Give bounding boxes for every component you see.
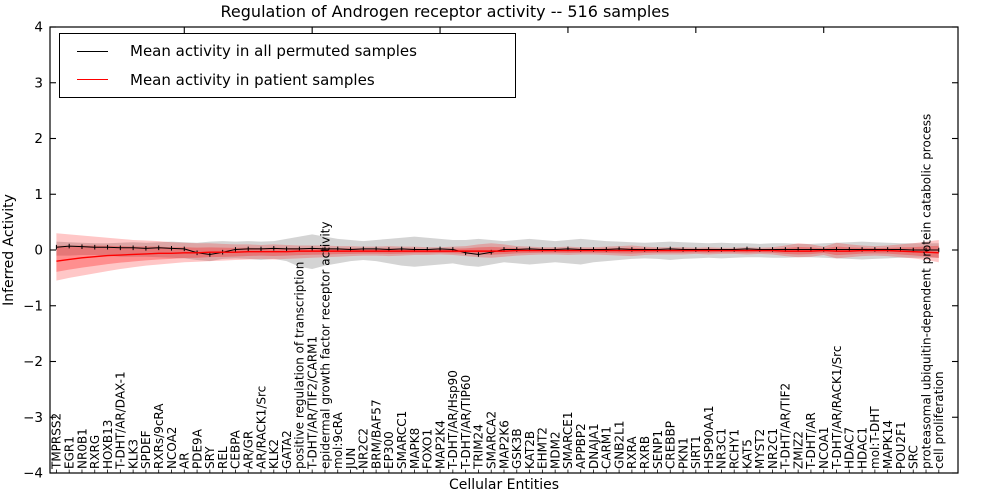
legend-item-permuted: Mean activity in all permuted samples — [60, 42, 515, 60]
x-tick-label: PDE9A — [190, 428, 204, 469]
x-tick-label: CARM1 — [600, 426, 614, 469]
x-tick-label: GNB2L1 — [612, 421, 626, 469]
x-tick-label: SRY — [203, 446, 217, 469]
x-tick-label: RXRG — [88, 435, 102, 469]
x-tick-label: APPBP2 — [574, 423, 588, 469]
legend-label-permuted: Mean activity in all permuted samples — [130, 42, 417, 61]
x-tick-label: HOXB13 — [101, 420, 115, 469]
x-tick-label: POU2F1 — [894, 421, 908, 469]
x-tick-label: proteasomal ubiquitin-dependent protein … — [919, 114, 933, 469]
x-tick-label: MYST2 — [753, 429, 767, 469]
x-tick-label: SMARCE1 — [561, 411, 575, 469]
x-tick-label: CREBBP — [664, 421, 678, 469]
legend-item-patient: Mean activity in patient samples — [60, 71, 515, 89]
x-tick-label: RCHY1 — [727, 429, 741, 469]
x-tick-label: MDM2 — [548, 431, 562, 469]
x-tick-label: HSP90AA1 — [702, 405, 716, 469]
x-tick-label: RXRs/9cRA — [152, 403, 166, 469]
x-tick-label: EGR1 — [62, 436, 76, 469]
x-tick-label: positive regulation of transcription — [293, 262, 307, 469]
x-tick-label: NCOA1 — [817, 427, 831, 469]
x-tick-label: CEBPA — [229, 429, 243, 469]
x-tick-label: HDAC1 — [855, 427, 869, 469]
x-tick-label: SIRT1 — [689, 435, 703, 469]
x-tick-label: T-DHT/AR/TIF2/CARM1 — [305, 336, 319, 470]
x-tick-label: JUN — [344, 448, 358, 470]
y-tick-label: 3 — [34, 75, 43, 91]
y-tick-label: 2 — [34, 131, 43, 147]
x-tick-label: TMPRSS2 — [50, 413, 64, 470]
x-tick-label: SPDEF — [139, 430, 153, 469]
x-tick-label: MAP2K6 — [497, 420, 511, 469]
x-tick-label: NCOA2 — [165, 427, 179, 469]
x-tick-label: mol:T-DHT — [868, 406, 882, 469]
y-tick-label: 4 — [34, 20, 43, 36]
x-tick-label: KLK2 — [267, 439, 281, 469]
x-tick-label: REL — [216, 446, 230, 469]
x-tick-label: RXRA — [625, 436, 639, 469]
x-tick-label: cell proliferation — [932, 371, 946, 469]
x-tick-label: T-DHT/AR/Hsp90 — [446, 370, 460, 470]
y-tick-label: −1 — [23, 298, 43, 314]
x-tick-label: AR/RACK1/Src — [254, 386, 268, 469]
x-tick-label: AR/GR — [242, 431, 256, 469]
x-tick-label: FOXO1 — [421, 429, 435, 469]
band-patient-outer — [56, 233, 939, 281]
x-tick-label: EHMT2 — [536, 427, 550, 469]
y-tick-label: 0 — [34, 243, 43, 259]
x-tick-label: T-DHT/AR — [804, 412, 818, 470]
x-tick-label: BRM/BAF57 — [369, 399, 383, 469]
x-tick-label: HDAC7 — [843, 427, 857, 469]
x-tick-label: PKN1 — [676, 437, 690, 469]
x-tick-label: NR3C1 — [715, 428, 729, 469]
x-tick-label: SRC — [907, 445, 921, 469]
series-line-patient — [56, 249, 939, 262]
y-axis-label: Inferred Activity — [1, 194, 17, 306]
x-tick-label: T-DHT/AR/DAX-1 — [114, 371, 128, 470]
series-markers-permuted — [55, 243, 940, 257]
chart-title: Regulation of Androgen receptor activity… — [220, 2, 670, 21]
x-tick-label: KLK3 — [126, 439, 140, 469]
x-tick-label: epidermal growth factor receptor activit… — [318, 222, 332, 469]
y-tick-label: −2 — [23, 354, 43, 370]
x-tick-label: DNAJA1 — [587, 423, 601, 469]
y-tick-label: −3 — [23, 410, 43, 426]
x-axis-label: Cellular Entities — [448, 477, 560, 493]
x-tick-label: TRIM24 — [472, 424, 486, 470]
x-tick-label: GATA2 — [280, 430, 294, 469]
x-tick-label: MAP2K4 — [433, 420, 447, 469]
x-tick-label: NR2C2 — [357, 428, 371, 469]
legend: Mean activity in all permuted samples Me… — [59, 33, 516, 98]
y-tick-label: −4 — [23, 466, 43, 482]
x-tick-label: RXRB — [638, 436, 652, 469]
x-tick-label: T-DHT/AR/TIF2 — [779, 383, 793, 470]
x-tick-label: MAPK14 — [881, 420, 895, 469]
x-tick-label: GSK3B — [510, 428, 524, 469]
x-tick-label: SENP1 — [651, 430, 665, 469]
x-tick-label: EP300 — [382, 431, 396, 469]
legend-label-patient: Mean activity in patient samples — [130, 70, 375, 89]
x-tick-label: NR2C1 — [766, 428, 780, 469]
x-tick-label: MAPK8 — [408, 428, 422, 469]
x-tick-label: T-DHT/AR/TIP60 — [459, 375, 473, 470]
x-tick-label: T-DHT/AR/RACK1/Src — [830, 346, 844, 470]
x-tick-label: ZMIZ2 — [791, 431, 805, 469]
x-tick-label: KAT2B — [523, 431, 537, 469]
x-tick-label: KAT5 — [740, 439, 754, 469]
x-tick-label: SMARCA2 — [485, 411, 499, 469]
x-tick-label: AR — [178, 452, 192, 469]
x-tick-label: mol:9cRA — [331, 412, 345, 469]
legend-line-permuted-icon — [77, 50, 108, 52]
x-tick-label: NR0B1 — [75, 428, 89, 469]
legend-line-patient-icon — [77, 79, 108, 81]
y-tick-label: 1 — [34, 187, 43, 203]
x-tick-label: SMARCC1 — [395, 411, 409, 469]
